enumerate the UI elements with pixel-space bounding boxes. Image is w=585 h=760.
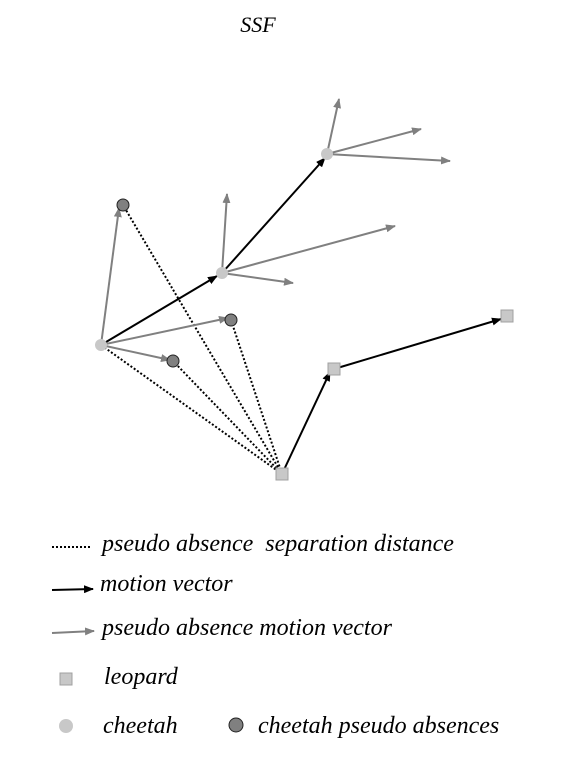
- leopard-point: [500, 309, 514, 323]
- leopard-points: [275, 309, 514, 481]
- pseudo-motion-vector: [326, 98, 341, 155]
- legend-pseudo-motion-label: pseudo absence motion vector: [100, 615, 393, 641]
- separation-line: [230, 319, 283, 475]
- pseudo-motion-vector: [221, 272, 294, 286]
- leopard-motion-vector: [281, 371, 331, 475]
- leopard-motion-vector: [333, 317, 502, 370]
- legend-cheetah-swatch: [59, 719, 73, 733]
- separation-line: [122, 204, 283, 475]
- pseudo-motion-vector: [221, 193, 231, 274]
- legend-motion-swatch: [51, 585, 94, 594]
- motion-vectors: [100, 157, 502, 475]
- cheetah-pseudo-absences: [116, 198, 238, 368]
- cheetah-point: [95, 339, 107, 351]
- pseudo-motion-vector: [326, 127, 422, 155]
- separation-line: [172, 360, 283, 475]
- legend: pseudo absence separation distance motio…: [51, 531, 499, 739]
- cheetah-pseudo-absence-point: [116, 198, 130, 212]
- legend-leopard-label: leopard: [104, 664, 179, 690]
- cheetah-point: [216, 267, 228, 279]
- cheetah-points: [95, 148, 333, 351]
- legend-pseudo-motion-swatch: [51, 627, 95, 636]
- pseudo-motion-vector: [100, 344, 171, 362]
- legend-separation-label: pseudo absence separation distance: [100, 531, 454, 557]
- separation-line: [100, 344, 283, 475]
- pseudo-motion-vector: [100, 207, 122, 346]
- pseudo-motion-vector: [326, 153, 451, 165]
- cheetah-pseudo-absence-point: [166, 354, 180, 368]
- pseudo-motion-vectors: [100, 98, 451, 362]
- legend-cheetah-pseudo-label: cheetah pseudo absences: [258, 713, 499, 739]
- separation-lines: [100, 204, 283, 475]
- leopard-point: [327, 362, 341, 376]
- cheetah-motion-vector: [221, 157, 326, 274]
- cheetah-motion-vector: [100, 275, 218, 346]
- pseudo-motion-vector: [100, 315, 229, 346]
- cheetah-pseudo-absence-point: [224, 313, 238, 327]
- legend-leopard-swatch: [59, 672, 73, 686]
- legend-cheetah-pseudo-swatch: [228, 717, 244, 733]
- legend-cheetah-label: cheetah: [103, 713, 178, 739]
- diagram-title: SSF: [240, 12, 276, 37]
- legend-motion-label: motion vector: [100, 571, 233, 597]
- leopard-point: [275, 467, 289, 481]
- pseudo-motion-vector: [221, 224, 396, 274]
- cheetah-point: [321, 148, 333, 160]
